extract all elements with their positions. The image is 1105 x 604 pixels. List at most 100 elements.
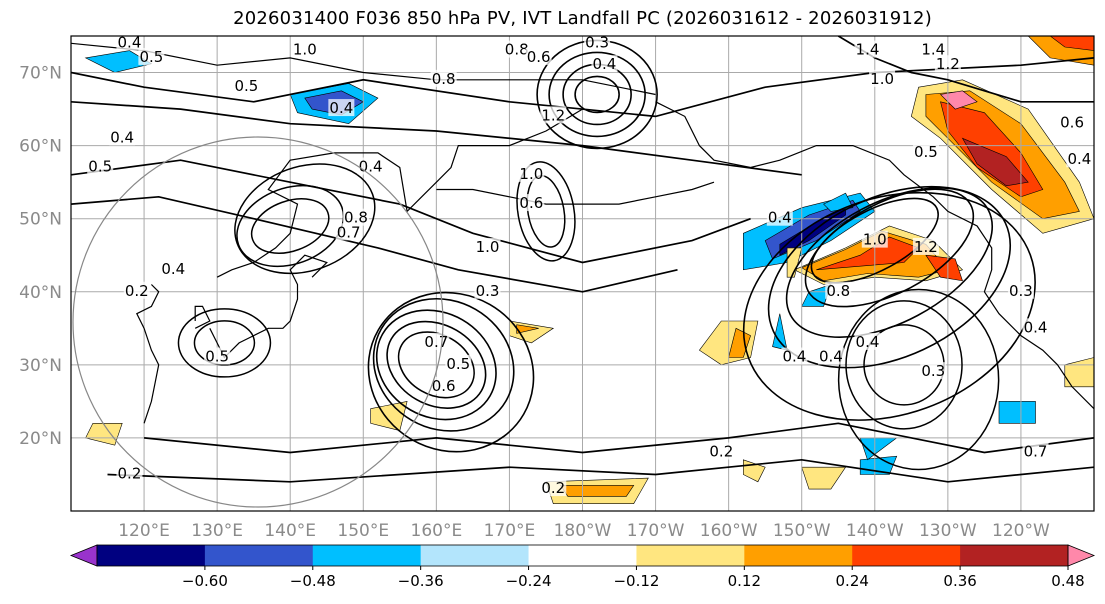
coastline bbox=[71, 42, 656, 96]
colorbar-segment bbox=[744, 545, 853, 566]
contour-label: 1.2 bbox=[936, 55, 960, 73]
contour-label-bg bbox=[817, 347, 844, 365]
contour-label: 1.2 bbox=[914, 238, 938, 256]
contour-label: 0.5 bbox=[205, 348, 229, 366]
contour-label: 1.4 bbox=[856, 41, 880, 59]
contour-label: 0.8 bbox=[432, 70, 456, 88]
contour-label-bg bbox=[430, 69, 457, 87]
contour-label-bg bbox=[518, 164, 545, 182]
colorbar: −0.60 −0.48 −0.36 −0.24 −0.12 0.12 0.24 0.36 0.4… bbox=[69, 544, 1096, 590]
contour-label: 0.4 bbox=[359, 158, 383, 176]
contour-label: 0.6 bbox=[519, 194, 543, 212]
contour-label-bg bbox=[291, 40, 318, 58]
ivt-shade-region bbox=[560, 485, 635, 497]
contour-label-bg bbox=[233, 77, 260, 95]
contour-label-bg bbox=[342, 208, 369, 226]
contour-label-bg bbox=[825, 281, 852, 299]
contour-label: 0.4 bbox=[329, 99, 353, 117]
contour-label: 0.4 bbox=[782, 348, 806, 366]
lon-tick-label: 130°W bbox=[919, 521, 977, 541]
contour-label: 0.3 bbox=[921, 362, 945, 380]
ivt-shade-region bbox=[772, 313, 788, 351]
contour-label-bg bbox=[116, 36, 143, 51]
contour-label-bg bbox=[591, 55, 618, 73]
contour-label-bg bbox=[503, 40, 530, 58]
contour-label-bg bbox=[430, 376, 457, 394]
colorbar-segment bbox=[420, 545, 530, 566]
contour-label: 1.0 bbox=[519, 165, 543, 183]
colorbar-tick-label: −0.24 bbox=[506, 572, 552, 590]
contour-label: 0.2 bbox=[118, 464, 142, 482]
pv-contour bbox=[804, 188, 975, 308]
contour-label-bg bbox=[525, 47, 552, 65]
lon-tick-label: 150°E bbox=[337, 521, 389, 541]
contour-label: 0.6 bbox=[432, 377, 456, 395]
pv-contour bbox=[71, 100, 802, 176]
contour-label: 0.7 bbox=[1024, 443, 1048, 461]
pv-contour bbox=[810, 197, 939, 284]
contour-label-bg bbox=[920, 362, 947, 380]
contour-label-bg bbox=[766, 208, 793, 226]
contour-label: 0.4 bbox=[1024, 318, 1048, 336]
contour-label: 0.3 bbox=[476, 282, 500, 300]
ivt-shade-region bbox=[801, 466, 847, 490]
contour-label: 0.4 bbox=[768, 209, 792, 227]
contour-label: 0.2 bbox=[125, 282, 149, 300]
contour-label-bg bbox=[912, 237, 939, 255]
lon-tick-label: 170°E bbox=[484, 521, 536, 541]
contour-label-bg bbox=[116, 464, 143, 482]
contour-label-bg bbox=[781, 347, 808, 365]
colorbar-tick-label: −0.12 bbox=[613, 572, 659, 590]
contour-label: 1.0 bbox=[870, 70, 894, 88]
contour-label-bg bbox=[109, 128, 136, 146]
contour-label: 0.8 bbox=[826, 282, 850, 300]
contour-label-bg bbox=[540, 479, 567, 497]
coastline bbox=[436, 181, 715, 205]
contour-label: 0.8 bbox=[344, 209, 368, 227]
contour-label-bg bbox=[854, 332, 881, 350]
colorbar-segment bbox=[960, 545, 1069, 566]
lon-tick-label: 150°W bbox=[773, 521, 831, 541]
contour-label: 1.2 bbox=[541, 106, 565, 124]
ivt-shade-region bbox=[998, 401, 1036, 424]
pv-contour bbox=[144, 422, 1094, 454]
pv-contour bbox=[177, 308, 272, 378]
contour-label-bg bbox=[934, 55, 961, 73]
contour-label: 0.8 bbox=[505, 41, 529, 59]
contour-label: 0.5 bbox=[88, 158, 112, 176]
pv-contour bbox=[742, 191, 1036, 421]
contour-label-bg bbox=[869, 69, 896, 87]
pv-contour bbox=[193, 320, 256, 366]
colorbar-segment bbox=[636, 545, 745, 566]
lon-tick-label: 120°E bbox=[118, 521, 170, 541]
contour-label: 0.4 bbox=[161, 260, 185, 278]
contour-label-bg bbox=[1066, 150, 1093, 168]
contour-label-bg bbox=[474, 281, 501, 299]
coastline bbox=[135, 284, 160, 424]
pv-contour-labels: 0.40.5 1.00.50.40.80.80.60.30.41.21.4 1.41… bbox=[87, 36, 1093, 497]
contour-label: 1.0 bbox=[863, 231, 887, 249]
coastlines bbox=[71, 42, 1094, 424]
contour-label: 0.4 bbox=[592, 55, 616, 73]
coastline bbox=[216, 108, 583, 278]
pv-contour bbox=[548, 51, 646, 138]
longitude-labels: 120°E 130°E 140°E 150°E 160°E 170°E 180°W 170°W… bbox=[118, 521, 1050, 541]
contour-label-bg bbox=[861, 230, 888, 248]
pv-contour bbox=[107, 458, 1094, 483]
pv-contour bbox=[837, 288, 1000, 471]
lon-tick-label: 140°W bbox=[846, 521, 904, 541]
contour-label: 0.5 bbox=[234, 77, 258, 95]
contour-label-bg bbox=[540, 106, 567, 124]
plot-area: 0.40.5 1.00.50.40.80.80.60.30.41.21.4 1.41… bbox=[70, 35, 1095, 512]
lon-tick-label: 170°W bbox=[627, 521, 685, 541]
contour-label-bg bbox=[445, 354, 472, 372]
contour-label: 1.0 bbox=[293, 41, 317, 59]
contour-label-bg bbox=[584, 36, 611, 51]
pv-contour bbox=[397, 331, 475, 399]
pv-contour bbox=[386, 320, 487, 409]
contour-label: 0.4 bbox=[819, 348, 843, 366]
contour-label: 0.6 bbox=[527, 48, 551, 66]
ivt-shade-region bbox=[961, 137, 1029, 187]
colorbar-extend-low bbox=[69, 544, 98, 567]
